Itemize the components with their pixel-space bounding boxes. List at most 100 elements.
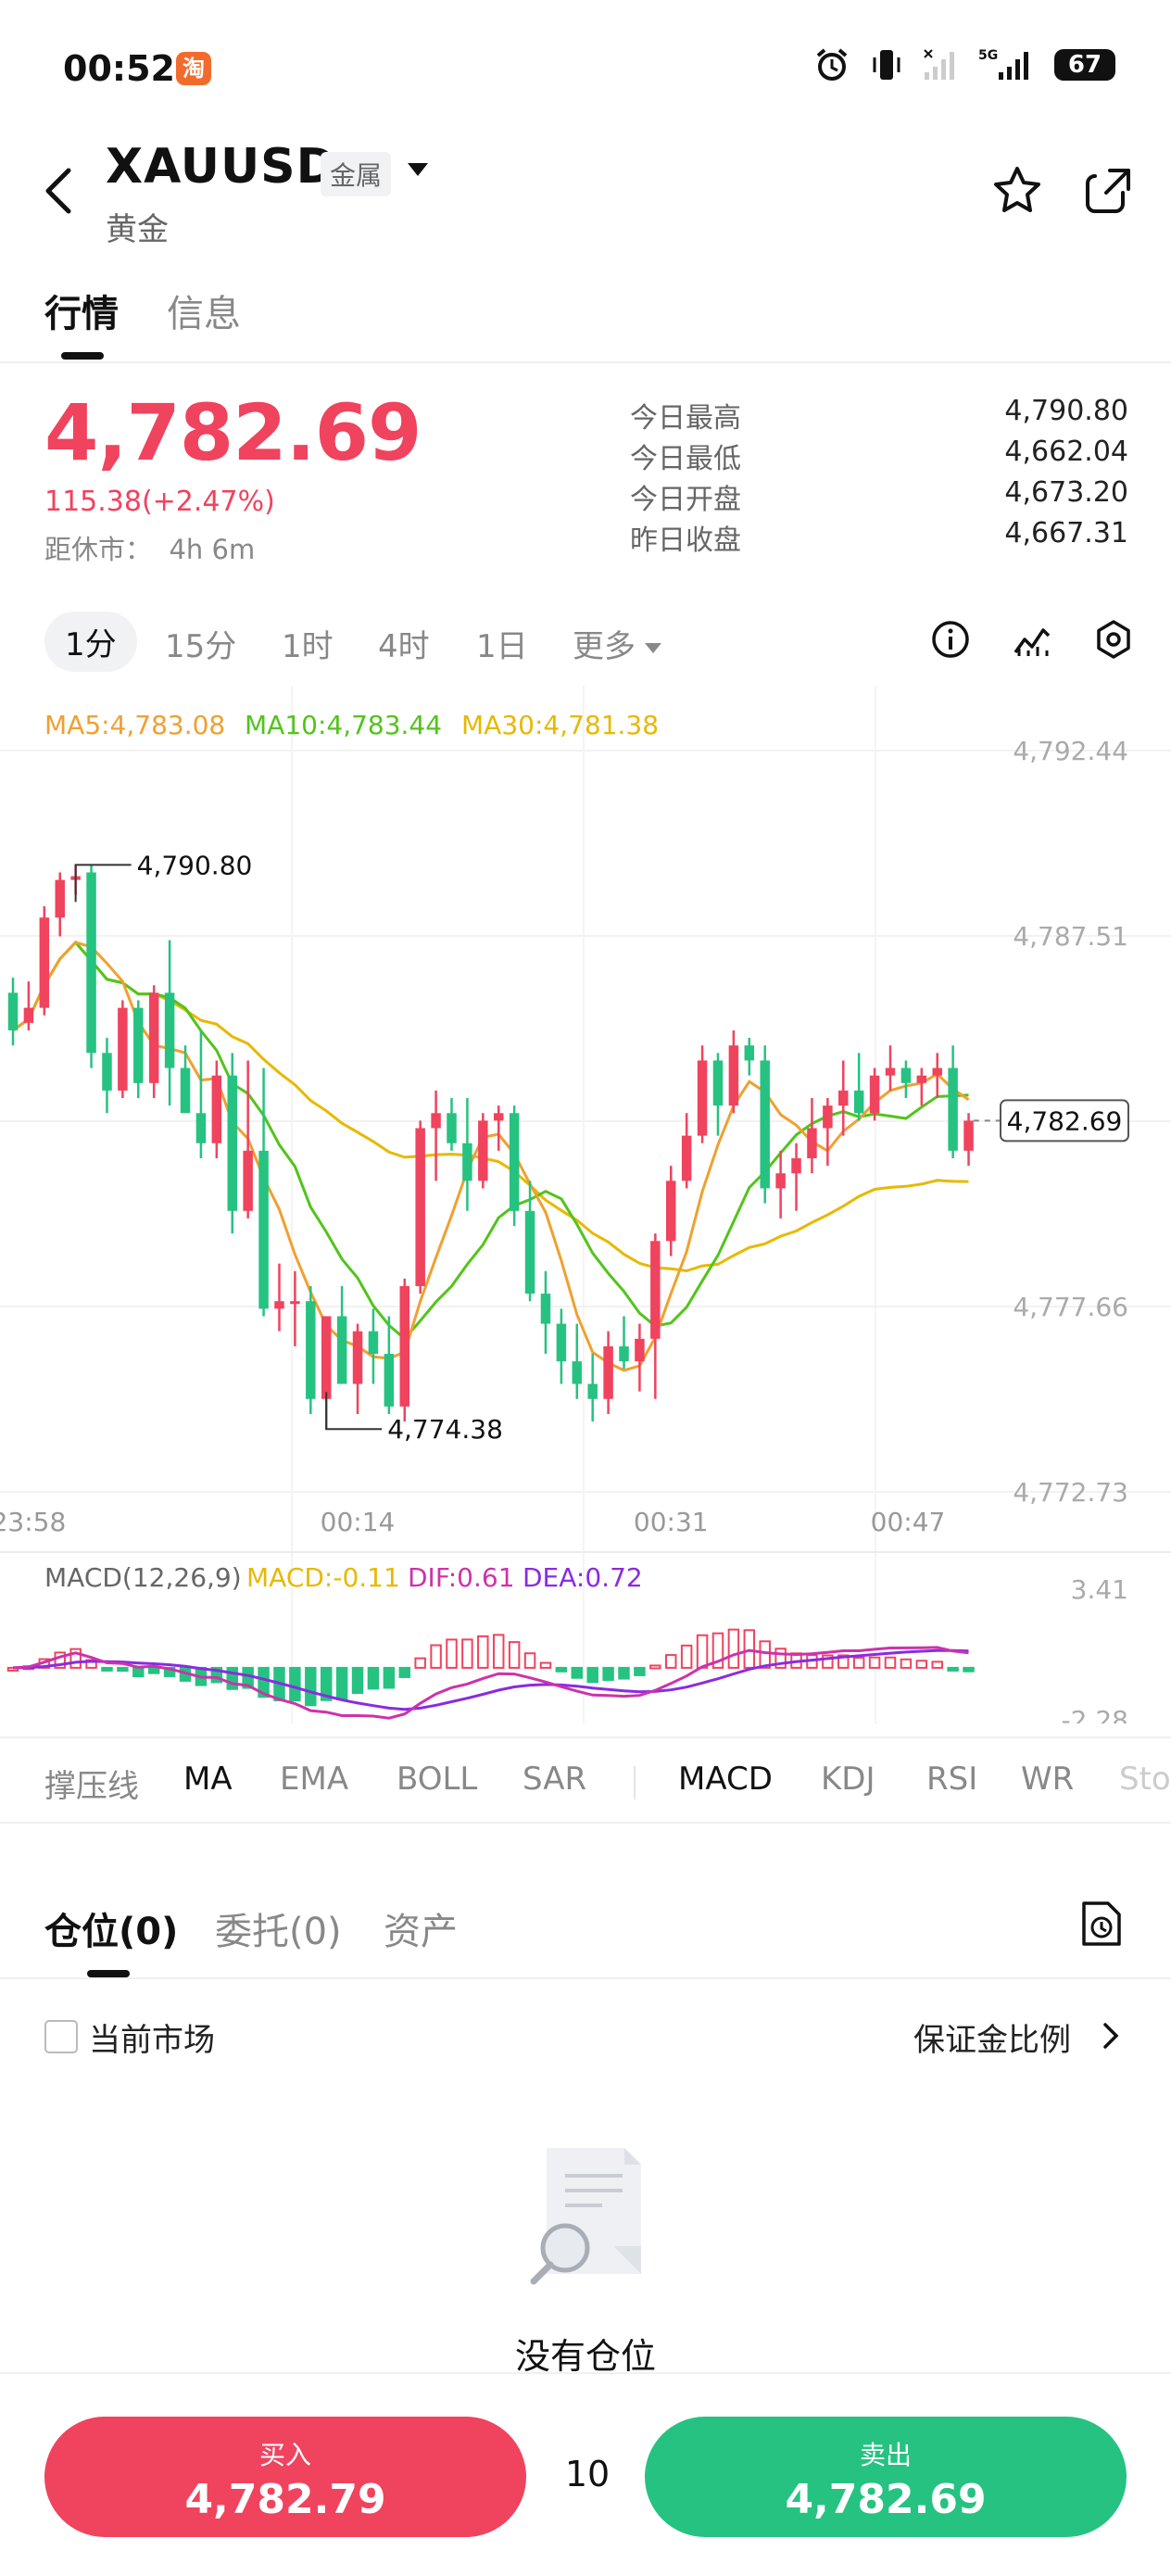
share-icon[interactable] xyxy=(1082,165,1134,217)
indicator-ema[interactable]: EMA xyxy=(280,1761,349,1798)
candle-body xyxy=(775,1173,786,1189)
candle-body xyxy=(148,992,159,1083)
candle-body xyxy=(352,1331,363,1384)
indicator-ma[interactable]: MA xyxy=(183,1761,233,1798)
ma10-legend: MA10:4,783.44 xyxy=(245,710,443,740)
empty-positions-text: 没有仓位 xyxy=(514,2336,656,2377)
low-marker xyxy=(325,1392,383,1431)
macd-legend-name: MACD(12,26,9) xyxy=(44,1562,242,1593)
chevron-right-icon[interactable] xyxy=(1101,2020,1121,2052)
candle-body xyxy=(823,1105,833,1129)
current-market-label[interactable]: 当前市场 xyxy=(89,2022,215,2059)
quantity-value[interactable]: 10 xyxy=(564,2454,611,2494)
macd-histogram-bar xyxy=(649,1664,661,1670)
macd-histogram-bar xyxy=(430,1644,442,1669)
interval-15m[interactable]: 15分 xyxy=(165,628,237,665)
signal-weak-icon xyxy=(924,49,954,80)
candle-body xyxy=(384,1354,395,1407)
macd-histogram-bar xyxy=(900,1658,913,1669)
taobao-app-icon: 淘 xyxy=(176,52,211,85)
back-icon[interactable] xyxy=(41,165,78,217)
history-icon[interactable] xyxy=(1080,1900,1123,1948)
stat-label: 今日最高 xyxy=(630,402,741,435)
status-icons: 5G 67 xyxy=(813,46,1115,83)
price-change: 115.38(+2.47%) xyxy=(44,486,275,518)
tab-orders[interactable]: 委托(0) xyxy=(215,1911,342,1953)
indicator-settings-icon[interactable] xyxy=(1012,619,1052,660)
settings-icon[interactable] xyxy=(1093,619,1134,660)
divider xyxy=(0,2372,1171,2374)
indicator-overflow[interactable]: StochRSI xyxy=(1119,1751,1171,1807)
macd-histogram-bar xyxy=(6,1666,19,1672)
tab-market[interactable]: 行情 xyxy=(44,293,119,335)
tab-info[interactable]: 信息 xyxy=(167,293,241,335)
y-tick-label: 4,787.51 xyxy=(1013,921,1128,952)
macd-y-tick: -2.28 xyxy=(1062,1705,1128,1724)
candle-body xyxy=(478,1120,488,1181)
candle-body xyxy=(916,1075,927,1083)
macd-histogram-bar xyxy=(147,1666,160,1674)
macd-histogram-bar xyxy=(132,1666,145,1678)
tab-positions[interactable]: 仓位(0) xyxy=(44,1911,179,1953)
tab-assets[interactable]: 资产 xyxy=(384,1911,458,1953)
interval-4h[interactable]: 4时 xyxy=(378,628,430,665)
alarm-icon xyxy=(816,48,848,81)
macd-legend-dif: DIF:0.61 xyxy=(408,1562,515,1593)
candle-body xyxy=(791,1157,801,1174)
indicator-boll[interactable]: BOLL xyxy=(397,1761,478,1798)
ma30-legend: MA30:4,781.38 xyxy=(461,710,660,740)
current-market-checkbox[interactable] xyxy=(44,2020,78,2053)
candle-body xyxy=(243,1150,253,1211)
macd-histogram-bar xyxy=(963,1666,975,1673)
macd-histogram-bar xyxy=(634,1666,646,1676)
macd-histogram-bar xyxy=(868,1656,881,1669)
candle-body xyxy=(399,1285,410,1407)
indicator-macd[interactable]: MACD xyxy=(678,1761,773,1798)
low-label: 4,774.38 xyxy=(387,1414,503,1445)
indicator-stochrsi[interactable]: StochRSI xyxy=(1119,1761,1171,1798)
candle-body xyxy=(712,1060,724,1106)
chevron-down-icon[interactable] xyxy=(408,163,428,176)
indicator-rsi[interactable]: RSI xyxy=(926,1761,978,1798)
macd-histogram-bar xyxy=(931,1661,943,1669)
candlestick-chart[interactable]: 4,792.44 4,787.51 4,782.69 4,777.66 4,772.73… xyxy=(0,686,1171,1724)
last-price: 4,782.69 xyxy=(44,387,422,478)
macd-histogram-bar xyxy=(117,1666,129,1673)
stat-value: 4,673.20 xyxy=(1004,476,1128,509)
candle-body xyxy=(885,1067,896,1076)
margin-ratio-link[interactable]: 保证金比例 xyxy=(913,2022,1071,2059)
indicator-wr[interactable]: WR xyxy=(1021,1761,1075,1798)
star-icon[interactable] xyxy=(991,165,1043,217)
indicator-sar[interactable]: SAR xyxy=(523,1761,587,1798)
high-marker xyxy=(74,864,132,903)
macd-histogram-bar xyxy=(69,1648,82,1669)
macd-histogram-bar xyxy=(305,1666,317,1707)
candle-body xyxy=(211,1075,222,1143)
symbol-title[interactable]: XAUUSD xyxy=(106,139,337,195)
candle-body xyxy=(650,1241,661,1339)
interval-1h[interactable]: 1时 xyxy=(282,628,334,665)
signal-5g-icon: 5G xyxy=(978,48,1028,80)
interval-1m[interactable]: 1分 xyxy=(44,612,137,672)
candle-body xyxy=(368,1331,379,1355)
candle-body xyxy=(493,1113,504,1121)
candle-body xyxy=(118,1007,128,1091)
macd-histogram-bar xyxy=(915,1660,928,1669)
interval-more[interactable]: 更多 xyxy=(573,621,661,666)
candle-body xyxy=(963,1120,974,1151)
candle-body xyxy=(7,992,19,1030)
sell-button[interactable]: 卖出 4,782.69 xyxy=(645,2417,1127,2537)
stat-value: 4,790.80 xyxy=(1004,395,1128,427)
candle-body xyxy=(948,1067,958,1151)
indicator-support[interactable]: 撑压线 xyxy=(44,1768,139,1805)
buy-price: 4,782.79 xyxy=(184,2476,386,2523)
interval-1d[interactable]: 1日 xyxy=(476,628,528,665)
macd-histogram-bar xyxy=(461,1638,473,1669)
macd-histogram-bar xyxy=(477,1635,489,1669)
macd-histogram-bar xyxy=(320,1666,333,1701)
candle-body xyxy=(39,917,50,1008)
indicator-kdj[interactable]: KDJ xyxy=(821,1761,875,1798)
buy-button[interactable]: 买入 4,782.79 xyxy=(44,2417,526,2537)
info-icon[interactable] xyxy=(930,619,971,660)
stat-value: 4,667.31 xyxy=(1004,517,1128,549)
